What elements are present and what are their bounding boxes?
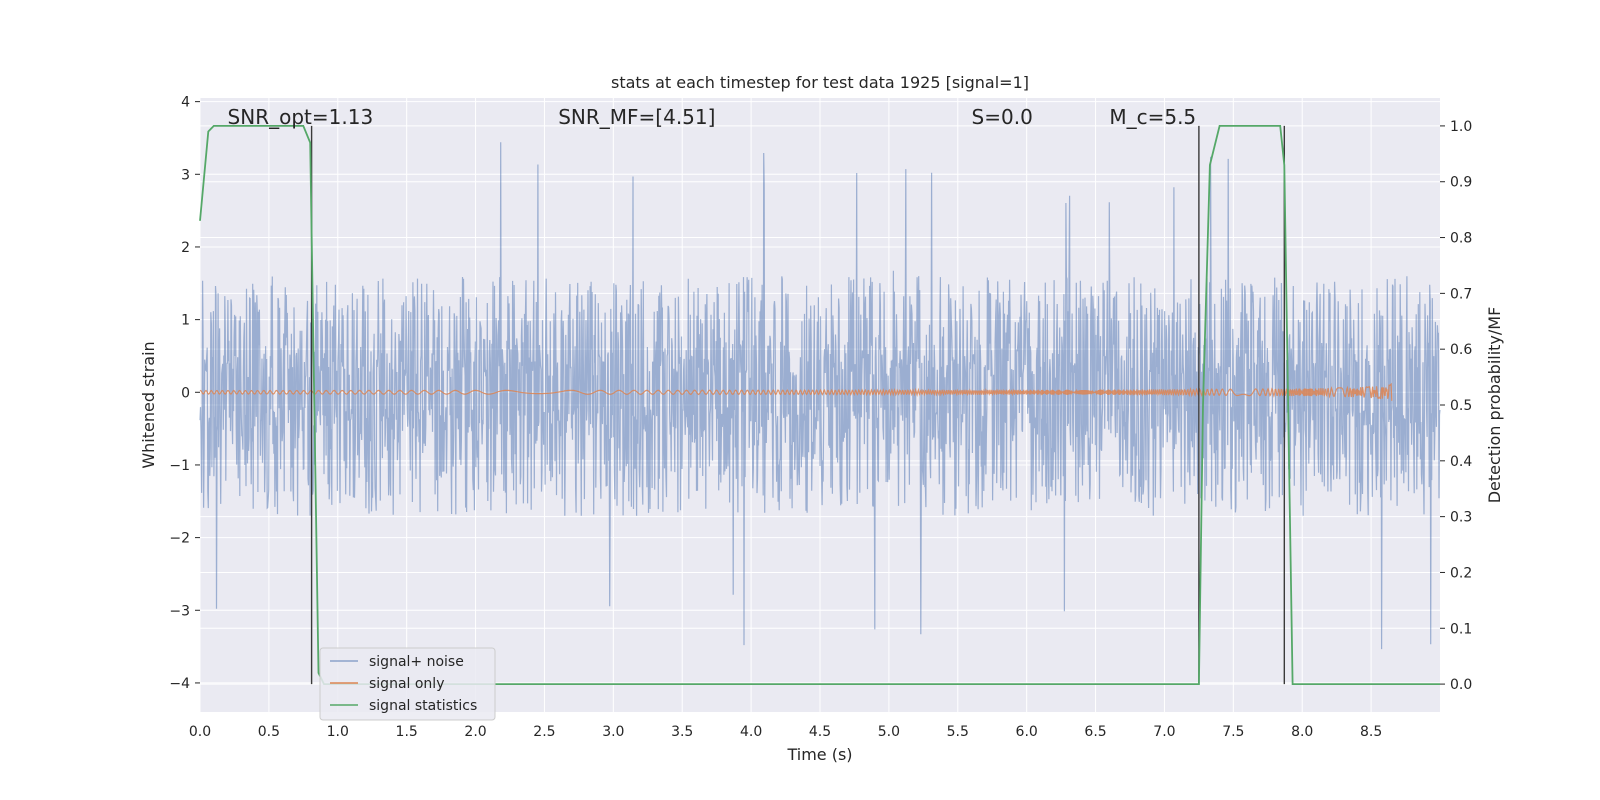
legend-box (319, 647, 496, 721)
signal-noise-series (199, 142, 1441, 650)
y-tick-label: −1 (169, 458, 190, 474)
x-tick-label: 7.5 (1222, 724, 1244, 740)
x-tick-label: 1.0 (327, 724, 349, 740)
x-tick-label: 0.5 (258, 724, 280, 740)
y-tick-label: 2 (181, 240, 190, 256)
y2-tick-label: 0.1 (1450, 621, 1472, 637)
legend-noise-label: signal+ noise (369, 654, 464, 670)
x-tick-label: 5.0 (878, 724, 900, 740)
x-tick-label: 2.0 (464, 724, 486, 740)
legend-signal-label: signal only (369, 676, 444, 692)
noise-line (199, 142, 1441, 650)
x-tick-label: 4.0 (740, 724, 762, 740)
y-axis-ticks: 4 3 2 1 0 −1 −2 −3 −4 (169, 95, 200, 692)
x-tick-label: 2.5 (533, 724, 555, 740)
x-axis-ticks: 0.0 0.5 1.0 1.5 2.0 2.5 3.0 3.5 4.0 4.5 5.0 5.5 6.0 6… (189, 724, 1382, 740)
y2-tick-label: 0.8 (1450, 231, 1472, 247)
signal-statistics-series (199, 125, 1440, 685)
x-tick-label: 6.5 (1084, 724, 1106, 740)
y2-tick-label: 0.6 (1450, 342, 1472, 358)
chart-title: stats at each timestep for test data 192… (611, 73, 1029, 92)
y2-tick-label: 0.4 (1450, 454, 1472, 470)
x-tick-label: 6.0 (1016, 724, 1038, 740)
y2-tick-label: 0.2 (1450, 565, 1472, 581)
stats-line (199, 125, 1440, 685)
x-tick-label: 0.0 (189, 724, 211, 740)
y-tick-label: 3 (181, 167, 190, 183)
y-tick-label: −4 (169, 676, 190, 692)
annotation-text: SNR_MF=[4.51] (558, 105, 715, 129)
y2-tick-label: 0.7 (1450, 286, 1472, 302)
y-tick-label: 4 (181, 95, 190, 111)
y2-tick-label: 1.0 (1450, 119, 1472, 135)
legend: signal+ noise signal only signal statist… (319, 647, 496, 721)
legend-stats-label: signal statistics (369, 698, 477, 714)
x-tick-label: 8.5 (1360, 724, 1382, 740)
annotation-text: M_c=5.5 (1109, 105, 1196, 129)
annotation-text: S=0.0 (972, 105, 1033, 129)
x-axis-title: Time (s) (786, 745, 852, 764)
y2-tick-label: 0.9 (1450, 175, 1472, 191)
y-tick-label: −2 (169, 531, 190, 547)
x-tick-label: 3.0 (602, 724, 624, 740)
y2-axis-ticks: 1.0 0.9 0.8 0.7 0.6 0.5 0.4 0.3 0.2 0.1 0.0 (1440, 119, 1472, 693)
y-tick-label: 0 (181, 385, 190, 401)
y-tick-label: −3 (169, 603, 190, 619)
annotation-text: SNR_opt=1.13 (228, 105, 374, 129)
x-tick-label: 3.5 (671, 724, 693, 740)
y-tick-label: 1 (181, 313, 190, 329)
signal-only-series (199, 382, 1393, 401)
y-axis-title: Whitened strain (139, 341, 158, 468)
x-tick-label: 1.5 (396, 724, 418, 740)
y2-tick-label: 0.0 (1450, 677, 1472, 693)
x-tick-label: 4.5 (809, 724, 831, 740)
signal-line (199, 382, 1393, 401)
x-tick-label: 8.0 (1291, 724, 1313, 740)
x-tick-label: 5.5 (947, 724, 969, 740)
x-tick-label: 7.0 (1153, 724, 1175, 740)
y2-tick-label: 0.3 (1450, 510, 1472, 526)
y2-tick-label: 0.5 (1450, 398, 1472, 414)
y2-axis-title: Detection probability/MF (1485, 307, 1504, 504)
annotations: SNR_opt=1.13 SNR_MF=[4.51] S=0.0 M_c=5.5 (228, 105, 1197, 129)
